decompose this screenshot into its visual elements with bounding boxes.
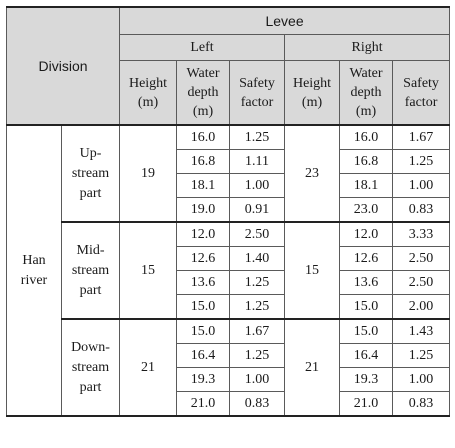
levee-header: Levee [119,6,451,35]
table-row: 19.3 1.00 19.3 1.00 [7,367,451,392]
right-depth-cell: 15.0 [339,294,394,320]
left-depth-cell: 19.0 [176,197,231,223]
table-row: Mid- stream part 15 12.0 2.50 15 12.0 3.… [7,221,451,320]
left-depth-cell: 16.0 [176,124,231,150]
right-depth-cell: 12.0 [339,221,394,247]
left-sf-cell: 1.25 [229,343,286,368]
left-sf-cell: 1.67 [229,318,286,344]
left-depth-cell: 15.0 [176,294,231,320]
right-height-header: Height (m) [284,60,341,126]
right-depth-cell: 13.6 [339,270,394,295]
left-sf-cell: 1.25 [229,270,286,295]
table-row: 18.1 1.00 18.1 1.00 [7,173,451,198]
left-safety-factor-header: Safety factor [229,60,286,126]
right-depth-cell: 12.6 [339,246,394,271]
table-header: Division Levee Left Right Height (m) Wat… [5,6,451,126]
right-height-cell: 21 [284,318,341,417]
right-sf-cell: 1.25 [392,149,451,174]
right-sf-cell: 1.67 [392,124,451,150]
table-row: 12.6 1.40 12.6 2.50 [7,246,451,271]
table-body: Han river Up- stream part 19 16.0 1.25 2… [6,124,451,417]
left-sf-cell: 2.50 [229,221,286,247]
right-sf-cell: 0.83 [392,197,451,223]
left-depth-cell: 12.0 [176,221,231,247]
left-levee-header: Left [119,34,286,61]
left-depth-cell: 15.0 [176,318,231,344]
right-height-cell: 15 [284,221,341,320]
left-height-cell: 15 [119,221,178,320]
right-sf-cell: 0.83 [392,391,451,417]
left-depth-cell: 13.6 [176,270,231,295]
table-row: 15.0 1.25 15.0 2.00 [7,294,451,320]
table-row: 16.8 1.11 16.8 1.25 [7,149,451,174]
left-height-header: Height (m) [119,60,178,126]
right-levee-header: Right [284,34,451,61]
left-depth-cell: 18.1 [176,173,231,198]
right-depth-cell: 21.0 [339,391,394,417]
right-depth-cell: 18.1 [339,173,394,198]
section-name-cell: Down- stream part [60,318,121,417]
river-name-cell: Han river [6,124,62,417]
right-sf-cell: 3.33 [392,221,451,247]
levee-table-container: Division Levee Left Right Height (m) Wat… [5,6,451,417]
left-depth-cell: 16.4 [176,343,231,368]
right-sf-cell: 2.00 [392,294,451,320]
left-height-cell: 19 [119,124,178,223]
table-row: 19.0 0.91 23.0 0.83 [7,197,451,223]
left-sf-cell: 1.00 [229,173,286,198]
left-sf-cell: 1.40 [229,246,286,271]
left-sf-cell: 1.25 [229,124,286,150]
left-depth-cell: 21.0 [176,391,231,417]
right-depth-cell: 16.4 [339,343,394,368]
table-row: 13.6 1.25 13.6 2.50 [7,270,451,295]
right-sf-cell: 1.25 [392,343,451,368]
left-sf-cell: 1.00 [229,367,286,392]
left-depth-cell: 12.6 [176,246,231,271]
right-sf-cell: 1.00 [392,367,451,392]
section-name-cell: Up- stream part [60,124,121,223]
levee-safety-table: Division Levee Left Right Height (m) Wat… [5,6,451,417]
left-sf-cell: 1.11 [229,149,286,174]
right-sf-cell: 1.00 [392,173,451,198]
right-sf-cell: 1.43 [392,318,451,344]
right-depth-cell: 15.0 [339,318,394,344]
right-depth-cell: 16.0 [339,124,394,150]
section-name-cell: Mid- stream part [60,221,121,320]
right-depth-cell: 16.8 [339,149,394,174]
table-row: 16.4 1.25 16.4 1.25 [7,343,451,368]
right-water-depth-header: Water depth (m) [339,60,394,126]
right-sf-cell: 2.50 [392,246,451,271]
table-row: Down- stream part 21 15.0 1.67 21 15.0 1… [7,318,451,417]
table-row: 21.0 0.83 21.0 0.83 [7,391,451,417]
left-depth-cell: 19.3 [176,367,231,392]
right-height-cell: 23 [284,124,341,223]
left-depth-cell: 16.8 [176,149,231,174]
left-sf-cell: 0.91 [229,197,286,223]
left-height-cell: 21 [119,318,178,417]
table-row: Han river Up- stream part 19 16.0 1.25 2… [6,124,451,417]
right-sf-cell: 2.50 [392,270,451,295]
right-depth-cell: 23.0 [339,197,394,223]
left-sf-cell: 1.25 [229,294,286,320]
division-header: Division [5,6,121,126]
left-sf-cell: 0.83 [229,391,286,417]
right-depth-cell: 19.3 [339,367,394,392]
right-safety-factor-header: Safety factor [392,60,451,126]
left-water-depth-header: Water depth (m) [176,60,231,126]
